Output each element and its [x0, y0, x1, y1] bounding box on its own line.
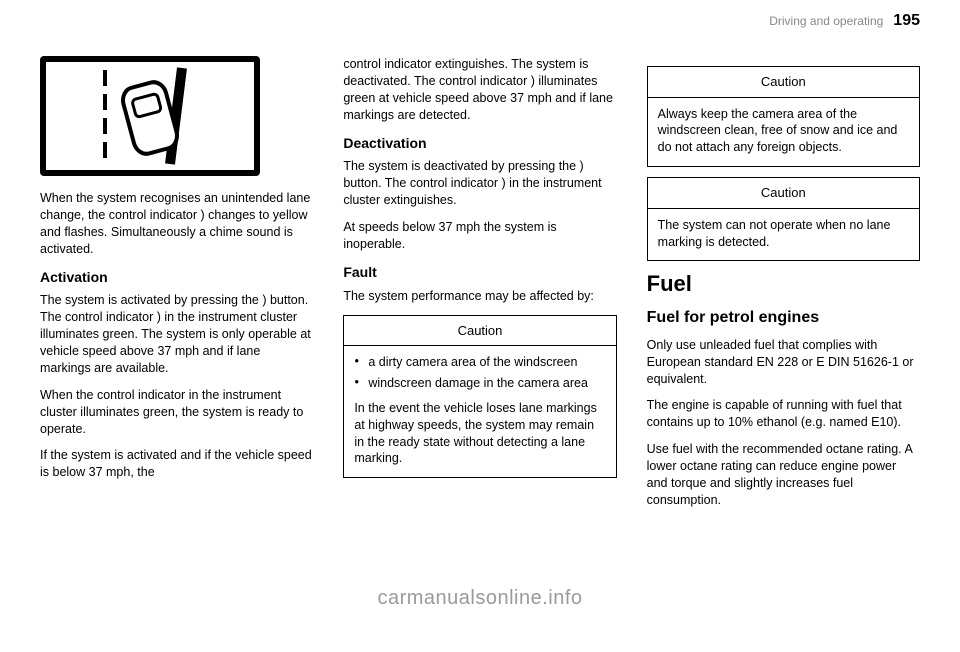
c1-p4: If the system is activated and if the ve…	[40, 447, 313, 481]
c2-p1: control indicator extinguishes. The syst…	[343, 56, 616, 124]
watermark: carmanualsonline.info	[0, 585, 960, 612]
list-item: windscreen damage in the camera area	[354, 375, 605, 392]
caution-box-3: Caution The system can not operate when …	[647, 177, 920, 261]
column-1: When the system recognises an unintended…	[40, 56, 313, 519]
caution-1-trail: In the event the vehicle loses lane mark…	[354, 400, 605, 468]
lane-departure-diagram	[40, 56, 260, 176]
caution-box-1: Caution a dirty camera area of the winds…	[343, 315, 616, 479]
c2-p4: The system performance may be affected b…	[343, 288, 616, 305]
fuel-p1: Only use unleaded fuel that complies wit…	[647, 337, 920, 388]
column-2: control indicator extinguishes. The syst…	[343, 56, 616, 519]
lane-svg	[46, 62, 254, 170]
column-3: Caution Always keep the camera area of t…	[647, 56, 920, 519]
c1-p2: The system is activated by pressing the …	[40, 292, 313, 376]
list-item: a dirty camera area of the windscreen	[354, 354, 605, 371]
caution-1-list: a dirty camera area of the windscreen wi…	[354, 354, 605, 392]
page-number: 195	[893, 10, 920, 32]
c1-p3: When the control indicator in the instru…	[40, 387, 313, 438]
caution-2-body: Always keep the camera area of the winds…	[658, 106, 909, 157]
c2-p2: The system is deactivated by pressing th…	[343, 158, 616, 209]
caution-2-title: Caution	[648, 67, 919, 98]
c2-p3: At speeds below 37 mph the system is ino…	[343, 219, 616, 253]
fault-heading: Fault	[343, 263, 616, 282]
caution-3-body: The system can not operate when no lane …	[658, 217, 909, 251]
header-section: Driving and operating	[769, 13, 883, 29]
caution-box-2: Caution Always keep the camera area of t…	[647, 66, 920, 167]
caution-1-title: Caution	[344, 316, 615, 347]
deactivation-heading: Deactivation	[343, 134, 616, 153]
fuel-heading: Fuel	[647, 269, 920, 299]
fuel-p2: The engine is capable of running with fu…	[647, 397, 920, 431]
activation-heading: Activation	[40, 268, 313, 287]
caution-3-title: Caution	[648, 178, 919, 209]
page-content: When the system recognises an unintended…	[0, 34, 960, 519]
c1-p1: When the system recognises an unintended…	[40, 190, 313, 258]
fuel-p3: Use fuel with the recommended octane rat…	[647, 441, 920, 509]
fuel-subheading: Fuel for petrol engines	[647, 307, 920, 329]
